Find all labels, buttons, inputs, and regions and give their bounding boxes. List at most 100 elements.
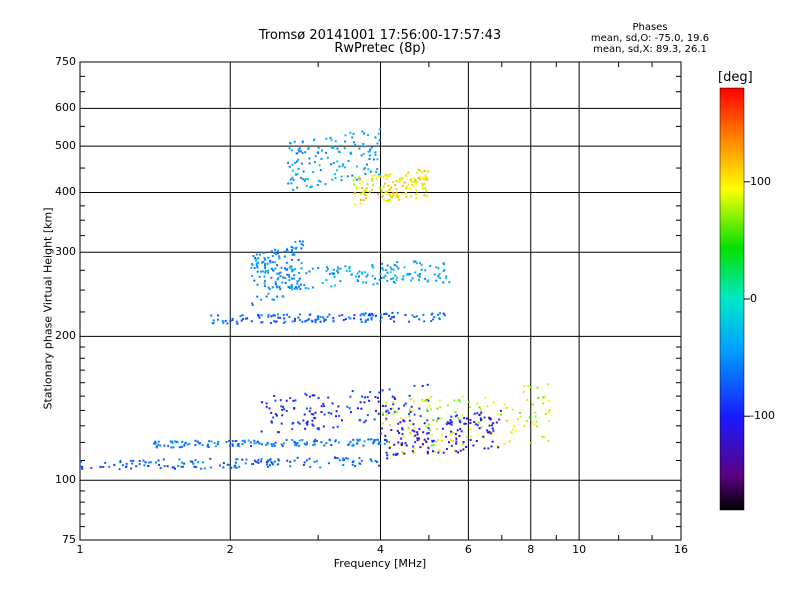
data-point (456, 414, 458, 417)
data-point (157, 459, 160, 462)
data-point (271, 261, 274, 264)
data-point (298, 285, 301, 288)
data-point (241, 439, 244, 442)
data-point (367, 134, 369, 137)
data-point (270, 250, 273, 252)
data-point (217, 314, 219, 317)
data-point (234, 464, 236, 467)
data-point (417, 176, 420, 179)
data-point (360, 459, 363, 462)
data-point (368, 154, 371, 157)
data-point (274, 441, 277, 444)
data-point (175, 440, 178, 443)
data-point (401, 433, 404, 436)
data-point (404, 192, 407, 195)
data-point (366, 414, 369, 417)
data-point (356, 438, 359, 441)
data-point (320, 411, 323, 413)
data-point (282, 442, 285, 445)
data-point (407, 272, 410, 275)
data-point (345, 457, 348, 460)
data-point (426, 450, 429, 453)
colorbar (719, 87, 745, 511)
data-point (497, 446, 500, 449)
data-point (308, 270, 311, 273)
data-point (516, 418, 519, 421)
data-point (457, 399, 460, 401)
data-point (384, 419, 387, 422)
data-point (365, 187, 368, 190)
data-point (413, 316, 416, 318)
data-point (343, 166, 346, 169)
data-point (290, 258, 293, 261)
data-point (154, 440, 157, 443)
data-point (426, 195, 429, 198)
data-point (390, 186, 393, 189)
data-point (397, 407, 400, 410)
data-point (405, 444, 408, 447)
data-point (371, 178, 374, 181)
data-point (450, 423, 453, 426)
data-point (264, 258, 266, 261)
data-point (354, 203, 357, 206)
data-point (386, 264, 389, 267)
data-point (384, 182, 387, 185)
data-point (398, 178, 401, 181)
data-point (153, 442, 156, 445)
data-point (499, 409, 502, 412)
data-point (286, 250, 289, 253)
data-point (413, 427, 416, 430)
data-point (461, 414, 464, 417)
data-point (291, 439, 294, 441)
data-point (339, 267, 342, 270)
data-point (288, 315, 291, 318)
data-point (393, 410, 396, 413)
data-point (483, 416, 486, 419)
data-point (332, 319, 335, 322)
data-point (405, 195, 408, 198)
data-point (279, 317, 282, 319)
data-point (125, 462, 128, 465)
data-point (503, 442, 506, 445)
data-point (364, 419, 367, 422)
data-point (458, 419, 461, 422)
data-point (240, 319, 243, 322)
data-point (461, 442, 464, 445)
data-point (533, 423, 536, 426)
data-point (432, 439, 435, 442)
data-point (360, 154, 363, 157)
data-point (445, 275, 448, 278)
data-point (450, 444, 453, 447)
data-point (453, 450, 456, 452)
data-point (280, 422, 283, 425)
data-point (417, 279, 420, 282)
x-tick-label: 10 (572, 543, 587, 556)
data-point (249, 441, 252, 444)
data-point (291, 422, 294, 425)
data-point (274, 267, 277, 270)
data-point (376, 192, 379, 195)
data-point (333, 272, 336, 275)
data-point (528, 416, 531, 419)
data-point (301, 439, 304, 442)
data-point (293, 253, 296, 256)
data-point (303, 461, 306, 464)
data-point (253, 439, 256, 442)
data-point (429, 265, 432, 267)
data-point (398, 432, 401, 434)
data-point (403, 452, 406, 455)
data-point (260, 321, 263, 324)
data-point (257, 461, 260, 464)
data-point (354, 465, 357, 467)
data-point (289, 397, 292, 400)
x-axis-label: Frequency [MHz] (333, 557, 427, 570)
data-point (386, 440, 389, 443)
data-point (277, 316, 280, 319)
data-point (299, 288, 302, 290)
data-point (180, 445, 183, 448)
data-point (272, 443, 275, 445)
data-point (355, 178, 358, 181)
data-point (292, 252, 295, 255)
data-point (363, 314, 366, 317)
data-point (349, 131, 352, 134)
